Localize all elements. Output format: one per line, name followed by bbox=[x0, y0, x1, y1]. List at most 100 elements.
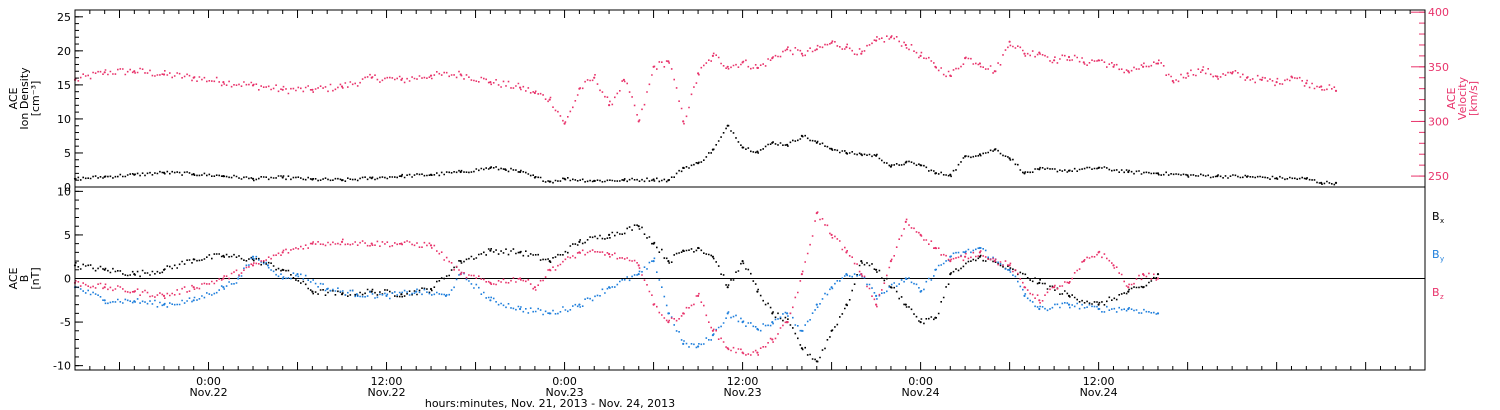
density-series-point bbox=[1008, 157, 1011, 160]
by-series-point bbox=[415, 290, 418, 293]
velocity-series-point bbox=[1260, 78, 1263, 81]
velocity-series-point bbox=[1320, 85, 1323, 88]
bz-series-point bbox=[1023, 286, 1026, 289]
bx-series-point bbox=[1067, 294, 1071, 297]
density-series-point bbox=[1067, 169, 1071, 172]
density-series-point bbox=[429, 173, 433, 176]
bz-series-point bbox=[637, 264, 640, 267]
bx-series-point bbox=[919, 321, 922, 324]
bx-series-point bbox=[608, 233, 611, 236]
velocity-series-point bbox=[103, 71, 106, 74]
by-series-point bbox=[1023, 294, 1026, 297]
bx-series-point bbox=[800, 347, 804, 350]
velocity-series-point bbox=[771, 57, 774, 60]
bx-series-point bbox=[133, 273, 136, 276]
velocity-series-point bbox=[1231, 72, 1234, 75]
b-axis-label-line: ACE bbox=[7, 267, 20, 289]
density-series-point bbox=[860, 153, 863, 156]
bx-series bbox=[73, 224, 1160, 363]
velocity-series-point bbox=[548, 98, 551, 101]
bz-series-point bbox=[697, 294, 700, 297]
b-axis-label-line: [nT] bbox=[29, 267, 42, 289]
velocity-series-point bbox=[652, 65, 655, 68]
bz-series-point bbox=[830, 233, 833, 236]
bx-series-point bbox=[875, 268, 878, 271]
density-series-point bbox=[934, 172, 937, 175]
density-series-point bbox=[756, 150, 759, 153]
bx-series-point bbox=[162, 268, 166, 271]
density-series-point bbox=[533, 176, 537, 179]
bz-series-point bbox=[222, 277, 225, 280]
by-series-point bbox=[444, 294, 447, 297]
bx-series-point bbox=[429, 287, 433, 291]
velocity-series-point bbox=[429, 74, 433, 77]
density-series-point bbox=[400, 175, 403, 178]
bz-series-point bbox=[667, 321, 670, 324]
bz-series-point bbox=[756, 351, 759, 354]
density-tick-label: 15 bbox=[57, 79, 71, 92]
velocity-series-point bbox=[400, 78, 403, 81]
by-series-point bbox=[949, 255, 952, 258]
velocity-series-point bbox=[682, 120, 685, 123]
density-series-point bbox=[519, 170, 522, 174]
by-series-point bbox=[845, 273, 848, 276]
velocity-series-point bbox=[830, 41, 833, 44]
velocity-tick-label: 350 bbox=[1428, 61, 1449, 74]
density-series-point bbox=[251, 177, 255, 180]
by-series-point bbox=[1038, 307, 1041, 311]
by-series-point bbox=[756, 327, 759, 331]
x-tick-date-label: Nov.23 bbox=[546, 386, 584, 399]
velocity-series-point bbox=[459, 73, 462, 76]
density-series-point bbox=[800, 134, 804, 137]
bz-series-point bbox=[993, 260, 996, 263]
bx-series-point bbox=[192, 258, 195, 261]
bx-series-point bbox=[103, 268, 106, 271]
velocity-series-point bbox=[1067, 55, 1071, 59]
x-tick-time-label: 0:00 bbox=[552, 375, 577, 388]
density-series-point bbox=[370, 177, 373, 180]
velocity-series-point bbox=[1082, 61, 1085, 64]
bz-series-point bbox=[964, 255, 967, 258]
bx-series-point bbox=[1142, 286, 1145, 289]
by-series-point bbox=[281, 277, 284, 280]
velocity-series-point bbox=[133, 70, 136, 73]
by-series-point bbox=[296, 273, 299, 276]
bz-series-point bbox=[741, 351, 744, 354]
density-series-point bbox=[563, 177, 566, 180]
by-series-point bbox=[1008, 268, 1011, 271]
bz-series-point bbox=[786, 321, 789, 324]
bx-series-point bbox=[519, 251, 522, 254]
legend-label-sub: y bbox=[1440, 255, 1444, 263]
density-series bbox=[73, 124, 1338, 186]
density-series-point bbox=[875, 154, 878, 157]
density-series-point bbox=[667, 179, 670, 182]
velocity-series-point bbox=[162, 73, 166, 76]
bz-series-point bbox=[1156, 277, 1160, 280]
bx-series-point bbox=[726, 286, 729, 289]
density-series-point bbox=[904, 161, 907, 164]
bz-series-point bbox=[281, 251, 284, 254]
top-panel-frame bbox=[74, 9, 1426, 188]
bx-series-point bbox=[637, 225, 640, 228]
bottom-panel-marks bbox=[73, 211, 1425, 363]
x-tick-date-label: Nov.24 bbox=[902, 386, 940, 399]
velocity-series-point bbox=[281, 88, 284, 91]
velocity-series-points bbox=[75, 35, 1336, 125]
density-series-point bbox=[1156, 172, 1160, 175]
density-series-point bbox=[845, 151, 848, 155]
bz-series-point bbox=[133, 290, 136, 293]
by-series-point bbox=[800, 329, 804, 332]
velocity-series-point bbox=[489, 81, 492, 84]
density-series-point bbox=[1097, 166, 1100, 169]
density-series-point bbox=[711, 148, 715, 151]
bx-series-point bbox=[904, 303, 907, 306]
velocity-series-point bbox=[1142, 65, 1145, 68]
bz-series-point bbox=[800, 273, 804, 276]
by-series-points bbox=[75, 247, 1158, 349]
bz-series-point bbox=[711, 329, 715, 332]
x-tick-time-label: 0:00 bbox=[908, 375, 933, 388]
velocity-series-point bbox=[192, 76, 195, 79]
by-series-point bbox=[786, 312, 789, 315]
